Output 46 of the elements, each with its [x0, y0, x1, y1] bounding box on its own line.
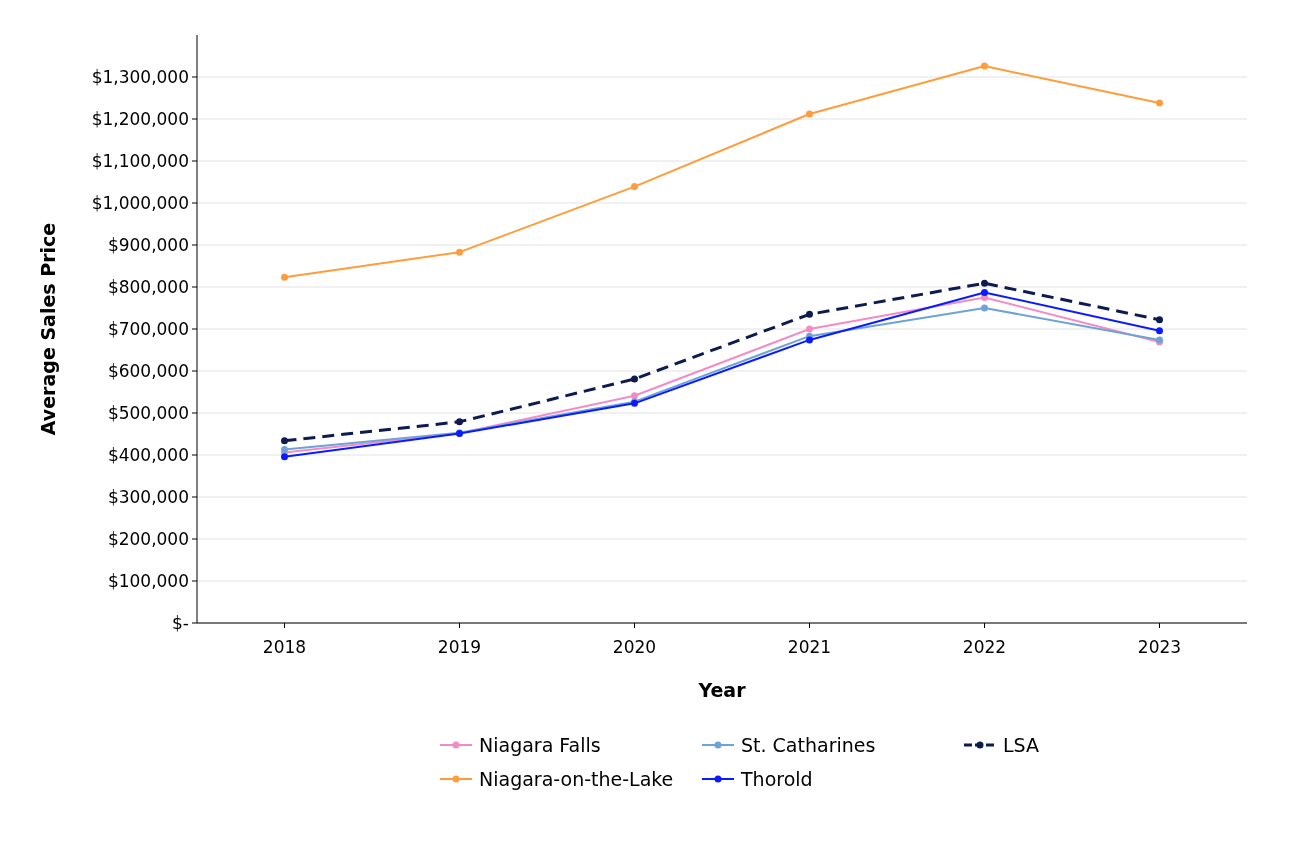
point — [631, 375, 638, 383]
point — [1156, 327, 1163, 335]
legend-label: Niagara Falls — [479, 733, 601, 756]
y-tick-label: $200,000 — [107, 528, 189, 549]
point — [806, 336, 813, 344]
point — [456, 418, 463, 426]
point — [806, 110, 813, 118]
legend-label: LSA — [1003, 733, 1039, 756]
x-tick-label: 2018 — [262, 637, 307, 657]
point — [806, 310, 813, 318]
point — [631, 392, 638, 400]
x-tick-label: 2019 — [437, 637, 482, 657]
y-axis-title: Average Sales Price — [37, 222, 59, 436]
y-tick-label: $- — [172, 612, 189, 633]
point — [456, 248, 463, 256]
x-tick-label: 2022 — [962, 637, 1007, 657]
point — [981, 62, 988, 70]
y-tick-label: $1,200,000 — [91, 108, 189, 129]
point — [281, 453, 288, 461]
legend-label: St. Catharines — [741, 733, 876, 756]
y-tick-label: $700,000 — [107, 318, 189, 339]
y-tick-label: $800,000 — [107, 276, 189, 297]
point — [1156, 99, 1163, 107]
x-tick-label: 2021 — [787, 637, 832, 657]
y-tick-label: $1,100,000 — [91, 150, 189, 171]
x-axis-title: Year — [697, 679, 747, 701]
y-tick-label: $1,300,000 — [91, 66, 189, 87]
y-tick-label: $900,000 — [107, 234, 189, 255]
point — [1156, 316, 1163, 324]
point — [631, 183, 638, 191]
point — [281, 437, 288, 445]
legend-label: Thorold — [740, 767, 813, 790]
x-tick-label: 2020 — [612, 637, 657, 657]
y-tick-label: $1,000,000 — [91, 192, 189, 213]
y-tick-label: $100,000 — [107, 570, 189, 591]
y-tick-label: $600,000 — [107, 360, 189, 381]
point — [981, 279, 988, 287]
point — [981, 304, 988, 312]
legend-label: Niagara-on-the-Lake — [479, 767, 674, 790]
point — [806, 325, 813, 333]
y-tick-label: $500,000 — [107, 402, 189, 423]
point — [281, 273, 288, 281]
y-tick-label: $400,000 — [107, 444, 189, 465]
x-tick-label: 2023 — [1137, 637, 1182, 657]
point — [981, 288, 988, 296]
y-tick-label: $300,000 — [107, 486, 189, 507]
